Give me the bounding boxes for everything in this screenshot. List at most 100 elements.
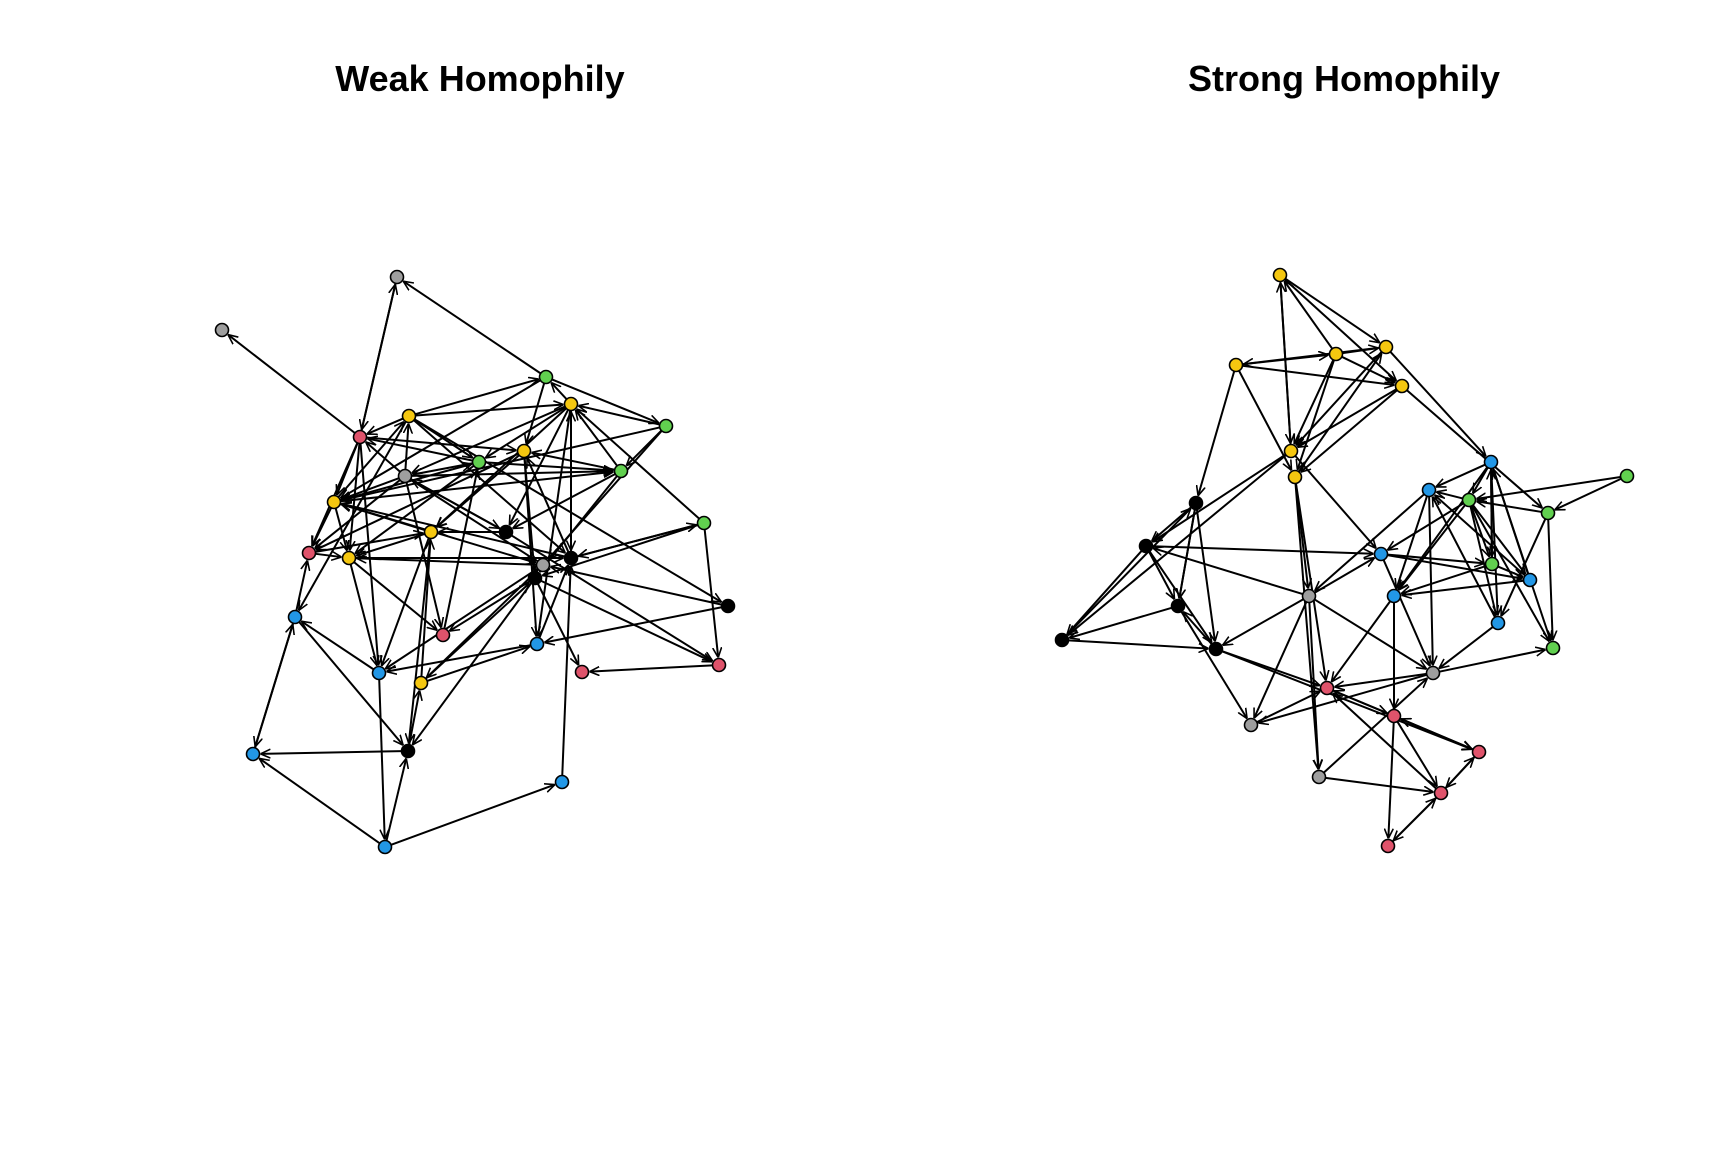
weak-edge bbox=[425, 583, 530, 680]
weak-edge bbox=[385, 567, 539, 669]
strong-edge bbox=[1294, 455, 1376, 548]
strong-edge bbox=[1387, 553, 1484, 564]
strong-edge bbox=[1297, 388, 1397, 447]
strong-node-green bbox=[1484, 556, 1500, 572]
weak-edge bbox=[340, 379, 541, 498]
strong-node-blue bbox=[1373, 546, 1389, 562]
weak-edge bbox=[538, 565, 568, 639]
weak-edge bbox=[362, 283, 397, 429]
strong-node-gray bbox=[1311, 769, 1327, 785]
weak-edge bbox=[259, 758, 381, 845]
weak-edge bbox=[315, 479, 401, 548]
strong-edge bbox=[1472, 504, 1526, 574]
weak-edge bbox=[420, 539, 430, 677]
strong-edge bbox=[1065, 508, 1191, 637]
weak-node-red bbox=[574, 664, 590, 680]
weak-node-yellow bbox=[401, 408, 417, 424]
strong-edge bbox=[1297, 359, 1335, 470]
strong-edge bbox=[1294, 483, 1319, 769]
strong-edge bbox=[1436, 463, 1486, 488]
strong-edge bbox=[1497, 565, 1523, 578]
weak-edge bbox=[386, 644, 531, 671]
weak-edge bbox=[315, 533, 423, 553]
strong-edge bbox=[1325, 776, 1433, 792]
strong-edge bbox=[1396, 721, 1437, 787]
strong-edge bbox=[1221, 650, 1472, 749]
weak-edge bbox=[298, 621, 403, 745]
strong-node-gray bbox=[1425, 665, 1441, 681]
strong-edge bbox=[1293, 359, 1335, 444]
weak-edge bbox=[523, 457, 536, 636]
strong-edge bbox=[1388, 722, 1395, 838]
strong-node-black bbox=[1138, 538, 1154, 554]
strong-node-red bbox=[1319, 680, 1335, 696]
weak-edge bbox=[337, 422, 404, 498]
weak-node-gray bbox=[214, 322, 230, 338]
weak-edge bbox=[366, 442, 401, 473]
strong-node-red bbox=[1471, 744, 1487, 760]
weak-edge bbox=[340, 472, 613, 503]
strong-edge bbox=[1401, 579, 1524, 595]
weak-edge bbox=[315, 554, 341, 557]
strong-node-green bbox=[1461, 492, 1477, 508]
strong-edge bbox=[1069, 606, 1173, 638]
strong-edge bbox=[1256, 690, 1320, 724]
strong-edge bbox=[1068, 454, 1287, 635]
weak-node-gray bbox=[397, 468, 413, 484]
strong-node-yellow bbox=[1228, 357, 1244, 373]
weak-node-black bbox=[527, 570, 543, 586]
strong-edge bbox=[1341, 355, 1395, 384]
strong-edge bbox=[1432, 497, 1496, 618]
strong-node-black bbox=[1188, 495, 1204, 511]
strong-edge bbox=[1301, 389, 1398, 472]
strong-node-green bbox=[1545, 640, 1561, 656]
strong-edge bbox=[1399, 504, 1466, 590]
strong-node-black bbox=[1054, 632, 1070, 648]
strong-edge bbox=[1476, 475, 1621, 499]
strong-edge bbox=[1333, 693, 1437, 790]
strong-edge bbox=[1297, 353, 1382, 473]
strong-node-red bbox=[1380, 838, 1396, 854]
weak-edge bbox=[341, 477, 400, 499]
weak-edge bbox=[508, 409, 569, 526]
strong-node-black bbox=[1208, 641, 1224, 657]
weak-node-black bbox=[498, 524, 514, 540]
weak-edge bbox=[561, 565, 570, 776]
weak-edge bbox=[260, 751, 402, 754]
weak-node-green bbox=[538, 369, 554, 385]
weak-edge bbox=[356, 533, 426, 556]
strong-edge bbox=[1323, 678, 1428, 774]
weak-node-blue bbox=[529, 636, 545, 652]
weak-edge bbox=[551, 383, 568, 400]
weak-edge bbox=[449, 580, 531, 631]
weak-edge bbox=[550, 567, 722, 606]
weak-edge bbox=[426, 646, 530, 682]
strong-node-red bbox=[1433, 785, 1449, 801]
weak-edge bbox=[311, 442, 359, 546]
strong-edge bbox=[1491, 468, 1492, 556]
weak-edge bbox=[412, 582, 532, 745]
strong-edge bbox=[1391, 798, 1436, 843]
strong-edge bbox=[1243, 346, 1380, 364]
weak-edge bbox=[577, 409, 700, 520]
strong-node-yellow bbox=[1287, 469, 1303, 485]
strong-edge bbox=[1068, 639, 1208, 648]
strong-edge bbox=[1500, 518, 1547, 616]
strong-edge bbox=[1313, 598, 1427, 669]
weak-node-yellow bbox=[413, 675, 429, 691]
strong-node-blue bbox=[1483, 454, 1499, 470]
strong-edge bbox=[1152, 506, 1192, 541]
strong-node-blue bbox=[1522, 572, 1538, 588]
strong-edge bbox=[1436, 492, 1463, 500]
weak-edge bbox=[411, 471, 613, 477]
weak-edge bbox=[544, 606, 722, 642]
weak-edge bbox=[403, 281, 542, 375]
weak-edge bbox=[510, 534, 713, 661]
weak-edge bbox=[413, 419, 565, 553]
weak-edge bbox=[385, 758, 407, 841]
weak-edge bbox=[526, 458, 570, 553]
strong-node-gray bbox=[1301, 588, 1317, 604]
weak-node-green bbox=[696, 515, 712, 531]
strong-edge bbox=[1398, 466, 1488, 590]
